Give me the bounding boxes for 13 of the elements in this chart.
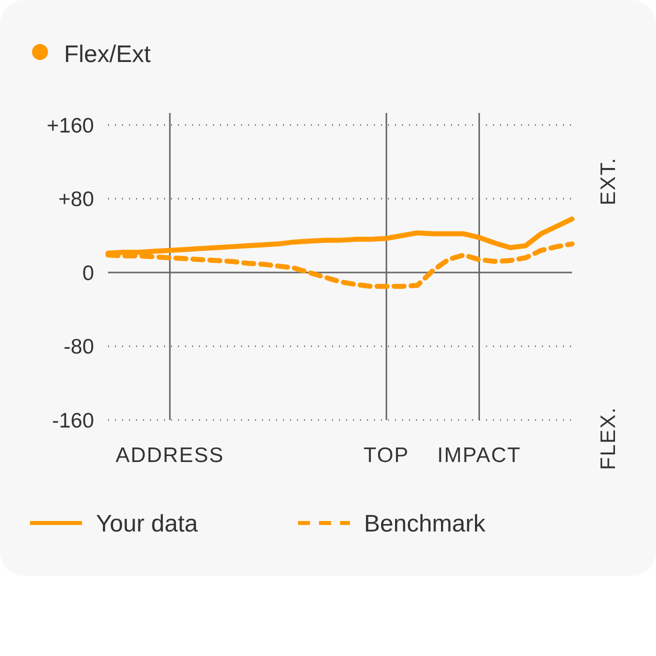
x-tick-label: IMPACT <box>437 444 522 467</box>
y-tick-label: 0 <box>82 262 94 285</box>
y-tick-label: +160 <box>46 114 94 138</box>
text: FLEX. <box>597 406 620 470</box>
y-tick-label: -80 <box>64 336 94 359</box>
legend-label: Benchmark <box>364 510 486 538</box>
text: EXT. <box>597 157 620 206</box>
x-tick-label: ADDRESS <box>116 444 224 467</box>
legend-label: Your data <box>96 510 199 538</box>
chart-title: Flex/Ext <box>64 41 152 68</box>
x-tick-label: TOP <box>364 444 410 467</box>
y-tick-label: +80 <box>58 188 94 212</box>
y-tick-label: -160 <box>52 409 94 432</box>
